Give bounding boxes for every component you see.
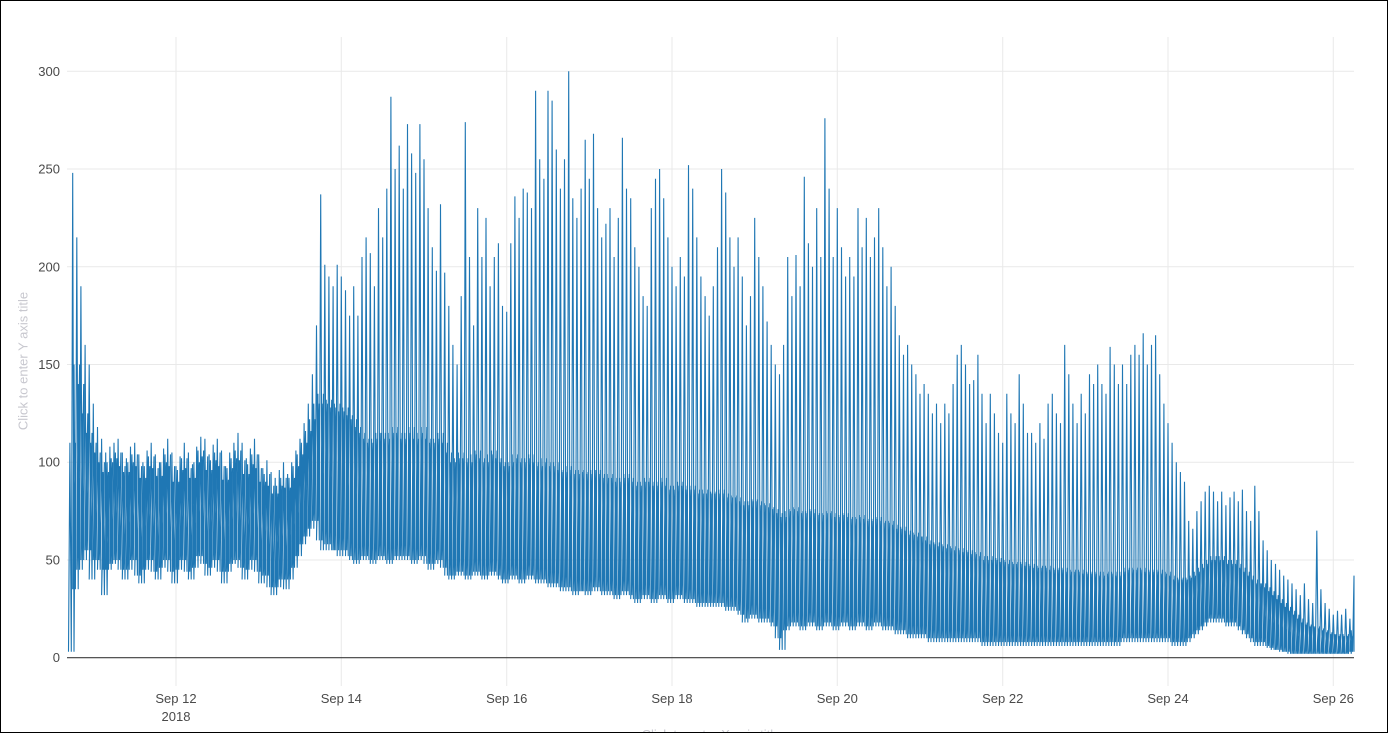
y-tick-label: 150 [38,357,60,372]
y-tick-label: 250 [38,162,60,177]
x-tick-label: Sep 14 [321,691,362,706]
x-tick-label: Sep 16 [486,691,527,706]
x-tick-label: Sep 18 [651,691,692,706]
x-axis-title-placeholder[interactable]: Click to enter X axis title [642,727,781,732]
x-tick-label: Sep 20 [817,691,858,706]
x-tick-label: Sep 22 [982,691,1023,706]
series-line [67,71,1355,654]
y-tick-label: 200 [38,259,60,274]
y-tick-label: 50 [46,553,60,568]
y-tick-label: 300 [38,64,60,79]
y-tick-label: 0 [53,650,60,665]
y-axis-title-placeholder[interactable]: Click to enter Y axis title [15,291,31,431]
x-tick-year-label: 2018 [162,709,191,724]
x-tick-label: Sep 24 [1147,691,1188,706]
x-tick-label: Sep 12 [155,691,196,706]
x-tick-label: Sep 26 [1313,691,1354,706]
y-tick-label: 100 [38,455,60,470]
